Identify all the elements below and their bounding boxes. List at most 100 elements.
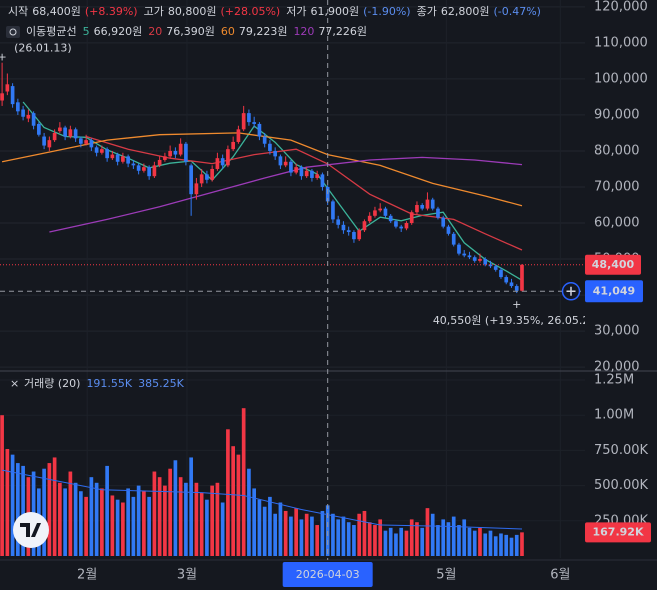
candle-body: [247, 113, 251, 123]
volume-bar: [483, 533, 488, 556]
crosshair-price-label: 41,049: [593, 284, 635, 297]
candle-body: [362, 221, 367, 231]
candle-body: [257, 123, 262, 137]
candle-body: [205, 174, 209, 180]
candle-body: [367, 215, 372, 222]
volume-bar: [10, 454, 15, 556]
volume-bar: [304, 513, 309, 556]
legend-change: (+8.39%): [85, 5, 138, 18]
candle-body: [52, 132, 57, 141]
candle-body: [352, 232, 356, 240]
volume-bar: [310, 516, 314, 556]
candle-body: [126, 156, 130, 164]
volume-bar: [73, 482, 78, 556]
candle-body: [341, 224, 346, 231]
ma-period: 20: [148, 25, 162, 38]
legend-value: 80,800원: [168, 5, 217, 18]
candle-body: [409, 212, 414, 224]
y-tick-label: 70,000: [594, 179, 640, 194]
candle-body: [404, 223, 409, 229]
eye-icon-dot[interactable]: [9, 28, 17, 36]
candle-body: [457, 244, 461, 254]
volume-bar: [388, 527, 393, 556]
candle-body: [483, 259, 488, 265]
volume-close-icon: ×: [10, 377, 19, 390]
eye-icon[interactable]: [6, 26, 20, 38]
volume-bar: [84, 496, 88, 556]
ma-period: 5: [83, 25, 90, 38]
candle-body: [94, 147, 99, 153]
legend-value: 68,400원: [32, 5, 81, 18]
candle-body: [226, 149, 230, 166]
legend-value: 61,900원: [310, 5, 359, 18]
candle-body: [10, 86, 15, 105]
volume-bar: [462, 519, 467, 556]
candle-body: [79, 138, 83, 144]
legend-label: 종가: [417, 5, 437, 18]
tv-logo: [13, 512, 49, 548]
candle-body: [357, 230, 362, 240]
candle-body: [157, 159, 162, 166]
volume-bar: [16, 463, 20, 556]
candle-body: [84, 140, 88, 144]
grid: [0, 6, 585, 368]
volume-bar: [394, 533, 398, 556]
candle-body: [278, 156, 283, 166]
candle-body: [388, 215, 393, 222]
volume-bar: [47, 463, 52, 556]
candle-body: [178, 143, 183, 155]
candle-body: [152, 165, 157, 177]
ma-legend-title: 이동평균선: [26, 25, 77, 38]
volume-last-label: 167.92K: [593, 525, 644, 538]
volume-bar: [199, 492, 204, 556]
button-plus[interactable]: [566, 286, 576, 296]
volume-bar: [404, 530, 409, 556]
x-tick-label: 2월: [77, 568, 97, 583]
candle-body: [325, 186, 330, 202]
candle-body: [58, 127, 62, 132]
volume-bar: [68, 471, 73, 556]
ma-value: 66,920원: [94, 25, 143, 38]
candle-body: [472, 257, 477, 261]
volume-bar: [262, 506, 267, 556]
add-alert-button[interactable]: [561, 282, 581, 301]
volume-bar: [499, 533, 503, 556]
volume-bar: [52, 457, 57, 556]
volume-bar: [346, 522, 351, 556]
candle-body: [520, 264, 524, 291]
candle-body: [16, 102, 20, 112]
volume-bar: [226, 429, 230, 556]
candle-body: [273, 150, 278, 157]
candle-body: [514, 286, 519, 291]
ma-period: 60: [221, 25, 235, 38]
candle-body: [467, 255, 472, 258]
volume-bar: [252, 488, 257, 556]
candle-body: [446, 226, 451, 234]
volume-bar: [430, 513, 435, 556]
candle-body: [215, 158, 220, 169]
last-price-label: 48,400: [592, 258, 635, 271]
volume-bar: [220, 502, 225, 556]
low-annotation: 40,550원 (+19.35%, 26.05.20): [433, 314, 601, 327]
volume-bar: [367, 522, 372, 556]
candle-body: [0, 93, 4, 101]
candle-body: [394, 221, 398, 227]
volume-bar: [520, 532, 524, 556]
candle-body: [184, 143, 188, 162]
volume-bar: [58, 482, 62, 556]
candle-body: [21, 109, 25, 117]
y-tick-label: 30,000: [594, 324, 640, 339]
volume-bar: [157, 477, 162, 556]
candle-body: [294, 167, 299, 173]
volume-bar: [294, 508, 299, 556]
candle-body: [331, 201, 335, 220]
y-tick-label: 90,000: [594, 107, 640, 122]
candle-body: [430, 199, 435, 209]
candle-body: [173, 150, 178, 155]
volume-bar: [79, 491, 83, 556]
volume-bar: [352, 525, 356, 556]
volume-bar: [420, 527, 425, 556]
candle-body: [320, 174, 325, 187]
ma-value: 77,226원: [318, 25, 367, 38]
